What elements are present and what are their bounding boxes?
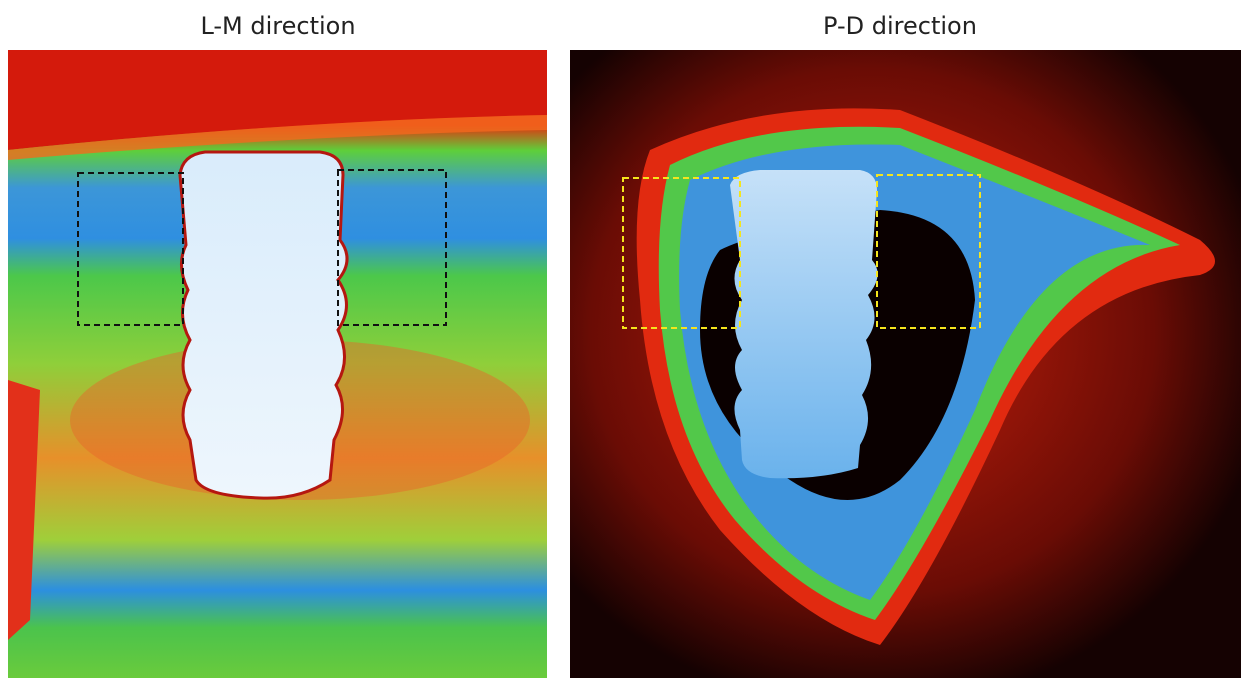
pd-image: [570, 50, 1241, 678]
figure: L-M direction P-D direction: [0, 0, 1241, 678]
lm-image: [8, 50, 547, 678]
images: [0, 0, 1241, 678]
